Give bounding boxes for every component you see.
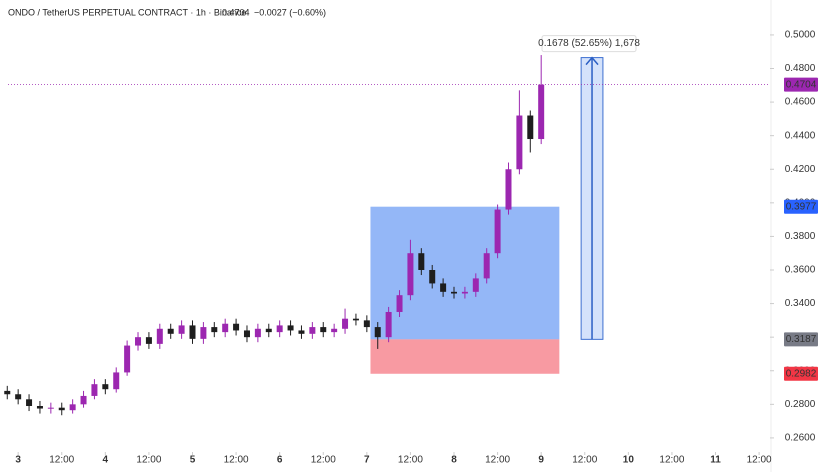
- candle-body: [287, 325, 294, 331]
- x-tick-label: 9: [538, 455, 544, 466]
- candle-body: [494, 209, 501, 254]
- chart-title: ONDO / TetherUS PERPETUAL CONTRACT · 1h …: [8, 7, 246, 17]
- candle-body: [265, 328, 272, 333]
- candle-body: [505, 169, 512, 210]
- candle-body: [276, 325, 283, 333]
- candle-body: [4, 390, 11, 395]
- candle-body: [429, 270, 436, 284]
- price-tag-label: 0.4704: [786, 79, 817, 90]
- y-tick-label: 0.3600: [785, 265, 816, 276]
- candle-body: [156, 328, 163, 344]
- candle-body: [298, 330, 305, 334]
- candle-body: [342, 318, 349, 329]
- x-tick-label: 10: [623, 455, 635, 466]
- candle-body: [483, 253, 490, 279]
- price-change: −0.0027 (−0.60%): [254, 7, 326, 17]
- measure-arrowhead: [585, 56, 599, 66]
- candle-body: [538, 84, 545, 140]
- candle-body: [69, 404, 76, 411]
- candle-body: [200, 327, 207, 339]
- y-tick-label: 0.5000: [785, 30, 816, 41]
- candle-body: [407, 253, 414, 296]
- y-tick-label: 0.2800: [785, 399, 816, 410]
- candle-body: [26, 399, 33, 407]
- y-tick-label: 0.3800: [785, 231, 816, 242]
- candle-body: [91, 384, 98, 396]
- candle-body: [167, 328, 174, 334]
- candle-body: [178, 325, 185, 334]
- x-tick-label: 12:00: [659, 455, 684, 466]
- x-tick-label: 12:00: [136, 455, 161, 466]
- candle-body: [58, 407, 65, 411]
- candle-body: [15, 394, 22, 400]
- candle-body: [309, 327, 316, 334]
- target-zone: [370, 206, 560, 340]
- x-tick-label: 12:00: [49, 455, 74, 466]
- measure-label-box: [541, 35, 637, 53]
- candle-body: [418, 253, 425, 270]
- x-tick-label: 6: [277, 455, 283, 466]
- y-tick-label: 0.4600: [785, 97, 816, 108]
- candle-body: [461, 291, 468, 294]
- candle-body: [527, 115, 534, 140]
- candle-body: [451, 291, 458, 294]
- x-tick-label: 12:00: [398, 455, 423, 466]
- candle-body: [385, 311, 392, 338]
- price-tag-label: 0.3187: [786, 334, 817, 345]
- price-tag: [784, 199, 818, 214]
- candle-body: [222, 323, 229, 333]
- candle-body: [516, 115, 523, 170]
- candle-body: [47, 407, 54, 409]
- y-tick-label: 0.4400: [785, 130, 816, 141]
- last-price: 0.4704: [222, 7, 250, 17]
- x-tick-label: 12:00: [485, 455, 510, 466]
- candle-body: [211, 327, 218, 333]
- candle-body: [374, 327, 381, 338]
- candle-body: [36, 406, 43, 409]
- candle-body: [135, 337, 142, 346]
- x-tick-label: 12:00: [311, 455, 336, 466]
- price-tag-label: 0.2982: [786, 368, 817, 379]
- candle-body: [102, 384, 109, 390]
- y-tick-label: 0.2600: [785, 433, 816, 444]
- candle-body: [243, 330, 250, 338]
- candle-body: [233, 323, 240, 331]
- price-tag-label: 0.3977: [786, 201, 817, 212]
- candle-body: [396, 295, 403, 312]
- candle-body: [189, 325, 196, 339]
- y-tick-label: 0.3400: [785, 298, 816, 309]
- y-tick-label: 0.4800: [785, 63, 816, 74]
- x-tick-label: 11: [710, 455, 721, 466]
- x-tick-label: 12:00: [747, 455, 772, 466]
- price-tag: [784, 332, 818, 347]
- x-tick-label: 4: [103, 455, 109, 466]
- measure-label: 0.1678 (52.65%) 1,678: [538, 38, 640, 49]
- price-tag: [784, 77, 818, 92]
- candle-body: [124, 345, 131, 373]
- y-tick-label: 0.4200: [785, 164, 816, 175]
- candle-body: [352, 318, 359, 321]
- x-tick-label: 12:00: [224, 455, 249, 466]
- candle-body: [363, 320, 370, 328]
- x-tick-label: 12:00: [572, 455, 597, 466]
- candle-body: [331, 328, 338, 333]
- candle-body: [320, 327, 327, 333]
- candle-body: [254, 328, 261, 338]
- x-tick-label: 8: [451, 455, 457, 466]
- candle-body: [80, 395, 87, 405]
- x-tick-label: 5: [190, 455, 196, 466]
- candle-body: [472, 278, 479, 292]
- candle-body: [113, 372, 120, 390]
- price-tag: [784, 366, 818, 381]
- x-tick-label: 7: [364, 455, 370, 466]
- stop-zone: [370, 339, 560, 374]
- candle-body: [440, 283, 447, 292]
- x-tick-label: 3: [15, 455, 21, 466]
- candle-body: [145, 337, 152, 344]
